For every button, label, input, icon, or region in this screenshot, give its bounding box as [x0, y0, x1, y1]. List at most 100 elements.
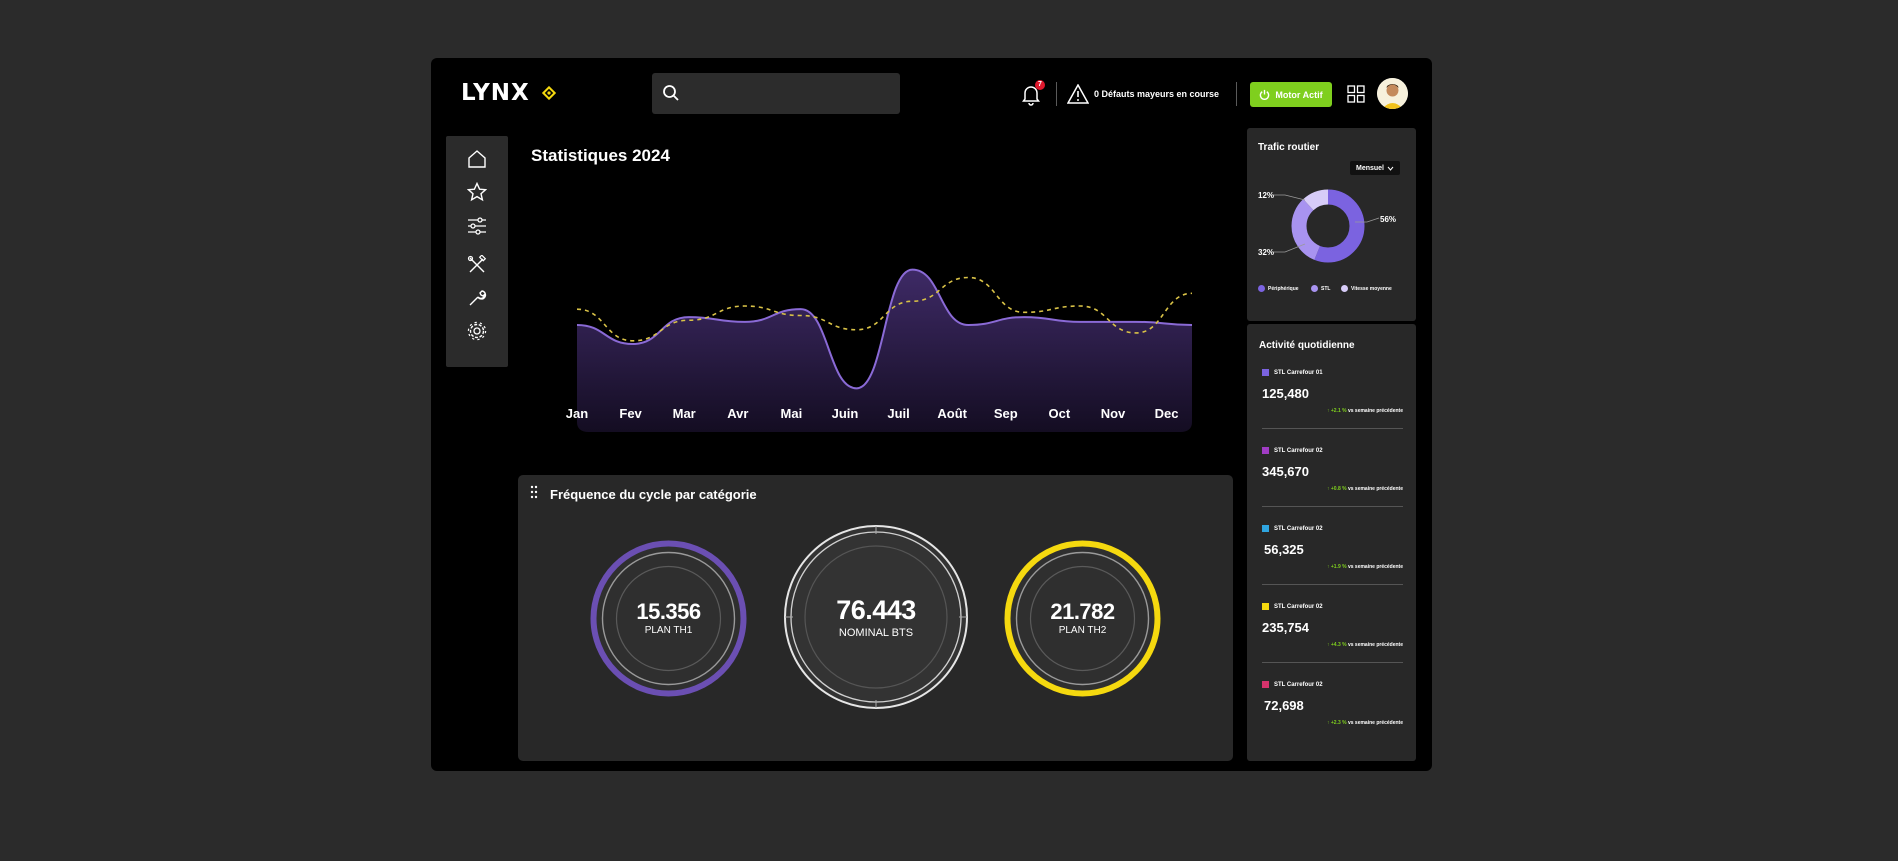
- divider: [1262, 662, 1403, 663]
- sidebar-item-settings[interactable]: [466, 215, 488, 237]
- sidebar-item-config[interactable]: [466, 320, 488, 342]
- donut-label-32: 32%: [1258, 248, 1275, 257]
- app-window: LYNX 7 0 Défauts mayeurs en course Motor…: [431, 58, 1432, 771]
- month-label: Juil: [887, 406, 910, 421]
- gauge-ring: [1004, 540, 1161, 697]
- activity-item[interactable]: STL Carrefour 02 56,325 ↑ +1.9 % vs semain…: [1262, 516, 1403, 594]
- color-swatch: [1262, 525, 1269, 532]
- activity-delta: ↑ +0.8 % vs semaine précédente: [1326, 486, 1403, 492]
- donut-label-56: 56%: [1380, 215, 1397, 224]
- period-value: Mensuel: [1355, 164, 1384, 172]
- gauge-nominal-bts: 76.443 NOMINAL BTS: [783, 524, 969, 710]
- gauge-label: PLAN TH2: [1058, 625, 1107, 636]
- activity-item[interactable]: STL Carrefour 02 345,670 ↑ +0.8 % vs semai…: [1262, 438, 1403, 516]
- sidebar-item-favorites[interactable]: [466, 181, 488, 203]
- gauge-value: 15.356: [636, 599, 701, 624]
- area-fill: [577, 269, 1192, 432]
- gauge-ring: [784, 525, 968, 709]
- alert-text: 0 Défauts mayeurs en course: [1094, 89, 1220, 99]
- gauge-ring: [590, 540, 747, 697]
- month-label: Dec: [1154, 406, 1179, 421]
- period-select[interactable]: Mensuel: [1350, 161, 1400, 175]
- month-label: Sep: [993, 406, 1018, 421]
- motor-button-label: Motor Actif: [1275, 89, 1323, 100]
- legend-item: Périphérique: [1258, 285, 1299, 292]
- gauge-plan-th2: 21.782 PLAN TH2: [1004, 540, 1161, 697]
- home-icon: [468, 150, 486, 168]
- series-line-0: [576, 268, 1193, 390]
- frequency-title: Fréquence du cycle par catégorie: [550, 487, 757, 502]
- legend-item: Vitesse moyenne: [1341, 285, 1392, 292]
- activity-value: 235,754: [1262, 620, 1309, 635]
- month-label: Mai: [780, 406, 803, 421]
- traffic-donut: [1273, 189, 1380, 263]
- activity-value: 345,670: [1262, 464, 1309, 479]
- logo-mark-icon: [541, 86, 556, 100]
- wrench-icon: [469, 290, 487, 306]
- activity-item[interactable]: STL Carrefour 01 125,480 ↑ +2.1 % vs semai…: [1262, 360, 1403, 438]
- month-label: Avr: [727, 406, 749, 421]
- motor-button[interactable]: Motor Actif: [1250, 82, 1332, 107]
- divider: [1262, 584, 1403, 585]
- month-label: Nov: [1100, 406, 1126, 421]
- leader-line: [1355, 217, 1380, 223]
- search-input[interactable]: [652, 73, 900, 114]
- gauge-label: PLAN TH1: [644, 625, 693, 636]
- tools-icon: [467, 255, 487, 273]
- statistics-chart: [576, 268, 1193, 432]
- activity-label: STL Carrefour 01: [1262, 369, 1323, 376]
- donut-slice: [1291, 189, 1365, 263]
- activity-item[interactable]: STL Carrefour 02 235,754 ↑ +4.3 % vs semai…: [1262, 594, 1403, 672]
- power-icon: [1260, 89, 1270, 100]
- drag-handle-icon[interactable]: [530, 485, 538, 499]
- bell-icon[interactable]: [1021, 84, 1041, 106]
- alert-status[interactable]: 0 Défauts mayeurs en course: [1067, 84, 1219, 104]
- header-divider: [1236, 82, 1237, 106]
- star-icon: [467, 182, 487, 202]
- divider: [1262, 506, 1403, 507]
- leader-line: [1273, 194, 1306, 201]
- header-divider: [1056, 82, 1057, 106]
- activity-panel: Activité quotidienne STL Carrefour 01 125…: [1247, 324, 1416, 761]
- activity-item[interactable]: STL Carrefour 02 72,698 ↑ +2.3 % vs semain…: [1262, 672, 1403, 750]
- chart-title: Statistiques 2024: [531, 146, 670, 165]
- gauge-value: 21.782: [1050, 599, 1115, 624]
- logo[interactable]: LYNX: [461, 80, 556, 106]
- chevron-down-icon: [1387, 166, 1394, 171]
- color-swatch: [1262, 369, 1269, 376]
- notification-badge: 7: [1035, 80, 1045, 90]
- activity-value: 125,480: [1262, 386, 1309, 401]
- grid-icon[interactable]: [1347, 85, 1365, 103]
- activity-delta: ↑ +1.9 % vs semaine précédente: [1326, 564, 1403, 570]
- gauge-value: 76.443: [836, 595, 916, 625]
- divider: [1262, 428, 1403, 429]
- avatar[interactable]: [1377, 78, 1408, 109]
- activity-delta: ↑ +4.3 % vs semaine précédente: [1326, 642, 1403, 648]
- sidebar-item-maintenance[interactable]: [466, 287, 488, 309]
- sliders-icon: [468, 217, 486, 235]
- color-swatch: [1262, 447, 1269, 454]
- month-label: Fev: [619, 406, 642, 421]
- traffic-title: Trafic routier: [1258, 142, 1320, 153]
- color-swatch: [1262, 681, 1269, 688]
- gear-icon: [467, 321, 487, 341]
- frequency-panel: Fréquence du cycle par catégorie 15.356 …: [518, 475, 1233, 761]
- month-label: Jan: [565, 406, 589, 421]
- activity-title: Activité quotidienne: [1259, 340, 1355, 351]
- color-swatch: [1262, 603, 1269, 610]
- series-line-1: [576, 276, 1193, 342]
- month-label: Oct: [1048, 406, 1071, 421]
- month-label: Août: [937, 406, 967, 421]
- sidebar-item-tools[interactable]: [466, 254, 488, 276]
- gauge-plan-th1: 15.356 PLAN TH1: [590, 540, 747, 697]
- sidebar-item-home[interactable]: [466, 148, 488, 170]
- donut-label-12: 12%: [1258, 191, 1275, 200]
- leader-line: [1273, 243, 1306, 253]
- month-label: Juin: [831, 406, 859, 421]
- sidebar: [446, 136, 508, 367]
- search-icon: [663, 85, 679, 101]
- activity-label: STL Carrefour 02: [1262, 447, 1323, 454]
- activity-label: STL Carrefour 02: [1262, 681, 1323, 688]
- activity-value: 72,698: [1264, 698, 1304, 713]
- logo-text: LYNX: [461, 80, 530, 106]
